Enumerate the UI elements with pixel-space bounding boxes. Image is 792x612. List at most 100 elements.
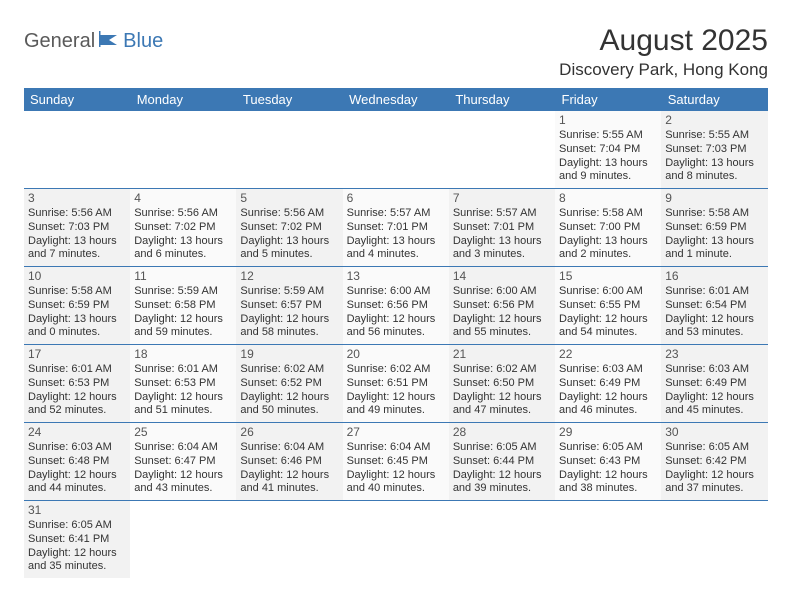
day-cell: 22Sunrise: 6:03 AMSunset: 6:49 PMDayligh… <box>555 345 661 423</box>
sunrise-text: Sunrise: 6:00 AM <box>559 285 657 299</box>
sunrise-text: Sunrise: 6:04 AM <box>347 441 445 455</box>
sunset-text: Sunset: 7:01 PM <box>347 221 445 235</box>
day-cell <box>236 111 342 189</box>
daylight-text: Daylight: 12 hours and 40 minutes. <box>347 469 445 497</box>
sunrise-text: Sunrise: 6:02 AM <box>240 363 338 377</box>
daylight-text: Daylight: 12 hours and 41 minutes. <box>240 469 338 497</box>
sunset-text: Sunset: 6:41 PM <box>28 533 126 547</box>
sunrise-text: Sunrise: 6:03 AM <box>559 363 657 377</box>
daylight-text: Daylight: 12 hours and 52 minutes. <box>28 391 126 419</box>
day-number: 26 <box>240 425 338 440</box>
day-cell <box>661 501 767 579</box>
daylight-text: Daylight: 13 hours and 5 minutes. <box>240 235 338 263</box>
sunrise-text: Sunrise: 6:01 AM <box>28 363 126 377</box>
col-friday: Friday <box>555 88 661 111</box>
sunrise-text: Sunrise: 6:05 AM <box>665 441 763 455</box>
day-number: 11 <box>134 269 232 284</box>
day-cell <box>449 111 555 189</box>
daylight-text: Daylight: 12 hours and 55 minutes. <box>453 313 551 341</box>
daylight-text: Daylight: 13 hours and 6 minutes. <box>134 235 232 263</box>
day-cell: 15Sunrise: 6:00 AMSunset: 6:55 PMDayligh… <box>555 267 661 345</box>
day-number: 7 <box>453 191 551 206</box>
sunset-text: Sunset: 6:42 PM <box>665 455 763 469</box>
sunset-text: Sunset: 6:46 PM <box>240 455 338 469</box>
sunset-text: Sunset: 6:56 PM <box>453 299 551 313</box>
day-number: 8 <box>559 191 657 206</box>
sunset-text: Sunset: 7:02 PM <box>240 221 338 235</box>
day-cell: 16Sunrise: 6:01 AMSunset: 6:54 PMDayligh… <box>661 267 767 345</box>
sunrise-text: Sunrise: 5:58 AM <box>665 207 763 221</box>
day-number: 10 <box>28 269 126 284</box>
week-row: 3Sunrise: 5:56 AMSunset: 7:03 PMDaylight… <box>24 189 768 267</box>
day-cell: 7Sunrise: 5:57 AMSunset: 7:01 PMDaylight… <box>449 189 555 267</box>
day-number: 28 <box>453 425 551 440</box>
day-cell: 30Sunrise: 6:05 AMSunset: 6:42 PMDayligh… <box>661 423 767 501</box>
daylight-text: Daylight: 12 hours and 47 minutes. <box>453 391 551 419</box>
sunset-text: Sunset: 6:49 PM <box>665 377 763 391</box>
daylight-text: Daylight: 12 hours and 59 minutes. <box>134 313 232 341</box>
day-cell: 13Sunrise: 6:00 AMSunset: 6:56 PMDayligh… <box>343 267 449 345</box>
daylight-text: Daylight: 12 hours and 37 minutes. <box>665 469 763 497</box>
day-cell: 12Sunrise: 5:59 AMSunset: 6:57 PMDayligh… <box>236 267 342 345</box>
sunrise-text: Sunrise: 6:03 AM <box>665 363 763 377</box>
day-cell: 20Sunrise: 6:02 AMSunset: 6:51 PMDayligh… <box>343 345 449 423</box>
col-thursday: Thursday <box>449 88 555 111</box>
day-number: 4 <box>134 191 232 206</box>
day-number: 5 <box>240 191 338 206</box>
sunrise-text: Sunrise: 6:00 AM <box>453 285 551 299</box>
day-number: 27 <box>347 425 445 440</box>
day-cell <box>130 111 236 189</box>
day-number: 1 <box>559 113 657 128</box>
sunrise-text: Sunrise: 5:57 AM <box>347 207 445 221</box>
sunset-text: Sunset: 6:59 PM <box>665 221 763 235</box>
sunrise-text: Sunrise: 6:04 AM <box>134 441 232 455</box>
daylight-text: Daylight: 13 hours and 2 minutes. <box>559 235 657 263</box>
sunrise-text: Sunrise: 5:59 AM <box>134 285 232 299</box>
day-cell: 29Sunrise: 6:05 AMSunset: 6:43 PMDayligh… <box>555 423 661 501</box>
sunrise-text: Sunrise: 5:56 AM <box>240 207 338 221</box>
day-number: 30 <box>665 425 763 440</box>
day-cell: 28Sunrise: 6:05 AMSunset: 6:44 PMDayligh… <box>449 423 555 501</box>
sunrise-text: Sunrise: 5:55 AM <box>665 129 763 143</box>
daylight-text: Daylight: 13 hours and 4 minutes. <box>347 235 445 263</box>
sunrise-text: Sunrise: 5:55 AM <box>559 129 657 143</box>
daylight-text: Daylight: 12 hours and 53 minutes. <box>665 313 763 341</box>
sunrise-text: Sunrise: 6:05 AM <box>28 519 126 533</box>
sunset-text: Sunset: 6:50 PM <box>453 377 551 391</box>
sunset-text: Sunset: 6:43 PM <box>559 455 657 469</box>
week-row: 10Sunrise: 5:58 AMSunset: 6:59 PMDayligh… <box>24 267 768 345</box>
day-number: 18 <box>134 347 232 362</box>
sunset-text: Sunset: 6:49 PM <box>559 377 657 391</box>
day-number: 9 <box>665 191 763 206</box>
daylight-text: Daylight: 12 hours and 38 minutes. <box>559 469 657 497</box>
day-cell <box>343 111 449 189</box>
day-number: 29 <box>559 425 657 440</box>
day-cell: 24Sunrise: 6:03 AMSunset: 6:48 PMDayligh… <box>24 423 130 501</box>
day-number: 14 <box>453 269 551 284</box>
day-cell: 17Sunrise: 6:01 AMSunset: 6:53 PMDayligh… <box>24 345 130 423</box>
location-subtitle: Discovery Park, Hong Kong <box>559 60 768 80</box>
col-saturday: Saturday <box>661 88 767 111</box>
sunset-text: Sunset: 7:04 PM <box>559 143 657 157</box>
day-number: 24 <box>28 425 126 440</box>
sunset-text: Sunset: 6:57 PM <box>240 299 338 313</box>
day-cell: 25Sunrise: 6:04 AMSunset: 6:47 PMDayligh… <box>130 423 236 501</box>
header: General Blue August 2025 Discovery Park,… <box>24 24 768 80</box>
sunrise-text: Sunrise: 6:00 AM <box>347 285 445 299</box>
daylight-text: Daylight: 12 hours and 44 minutes. <box>28 469 126 497</box>
day-cell: 9Sunrise: 5:58 AMSunset: 6:59 PMDaylight… <box>661 189 767 267</box>
day-cell: 6Sunrise: 5:57 AMSunset: 7:01 PMDaylight… <box>343 189 449 267</box>
sunset-text: Sunset: 6:53 PM <box>28 377 126 391</box>
daylight-text: Daylight: 12 hours and 49 minutes. <box>347 391 445 419</box>
sunset-text: Sunset: 7:01 PM <box>453 221 551 235</box>
sunset-text: Sunset: 7:03 PM <box>28 221 126 235</box>
sunrise-text: Sunrise: 6:02 AM <box>453 363 551 377</box>
col-monday: Monday <box>130 88 236 111</box>
day-number: 2 <box>665 113 763 128</box>
sunrise-text: Sunrise: 5:56 AM <box>28 207 126 221</box>
daylight-text: Daylight: 12 hours and 51 minutes. <box>134 391 232 419</box>
day-number: 22 <box>559 347 657 362</box>
sunrise-text: Sunrise: 5:57 AM <box>453 207 551 221</box>
sunset-text: Sunset: 6:52 PM <box>240 377 338 391</box>
logo-text-blue: Blue <box>123 30 163 53</box>
